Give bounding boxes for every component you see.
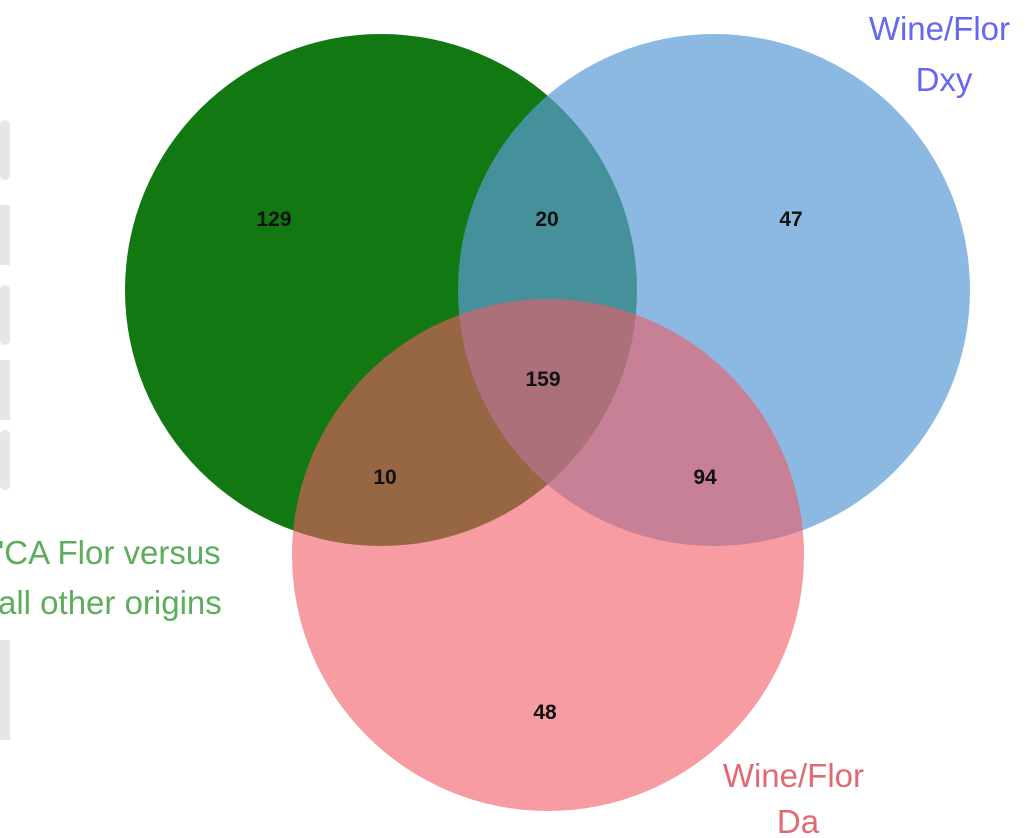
count-pca-da: 10 — [373, 466, 396, 489]
set-label-da-line-1: Wine/Flor — [723, 757, 864, 794]
edge-artifact-5 — [0, 430, 10, 490]
edge-artifact-6 — [0, 640, 10, 740]
count-da-only: 48 — [533, 701, 557, 724]
set-label-da-line-2: Da — [777, 803, 820, 838]
left-edge-artifacts — [0, 120, 10, 740]
edge-artifact-1 — [0, 120, 10, 180]
edge-artifact-4 — [0, 360, 10, 420]
edge-artifact-3 — [0, 285, 10, 345]
count-all-three: 159 — [525, 368, 560, 391]
count-dxy-only: 47 — [779, 208, 802, 231]
set-label-dxy: Wine/Flor Dxy — [869, 10, 1019, 98]
edge-artifact-2 — [0, 205, 10, 265]
set-label-da: Wine/Flor Da — [723, 757, 873, 838]
set-circle-da — [292, 299, 804, 811]
count-dxy-da: 94 — [693, 466, 717, 489]
set-label-dxy-line-2: Dxy — [916, 61, 973, 98]
set-label-pca-line-1: 'CA Flor versus — [0, 534, 221, 571]
set-label-pca-line-2: all other origins — [0, 584, 222, 621]
count-pca-only: 129 — [256, 208, 291, 231]
set-label-pca: 'CA Flor versus all other origins — [0, 534, 230, 621]
count-pca-dxy: 20 — [535, 208, 558, 231]
set-label-dxy-line-1: Wine/Flor — [869, 10, 1010, 47]
